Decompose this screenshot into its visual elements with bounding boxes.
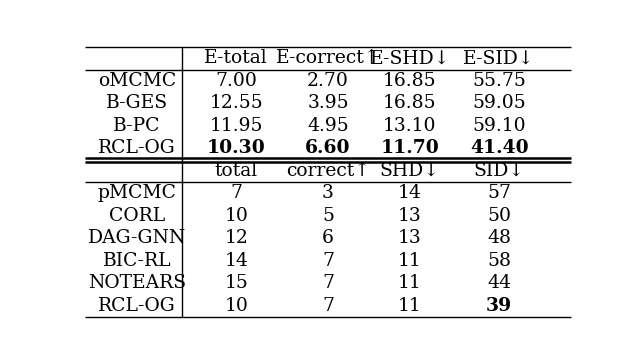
- Text: 16.85: 16.85: [383, 72, 436, 90]
- Text: 10: 10: [224, 207, 248, 225]
- Text: 11: 11: [398, 275, 422, 292]
- Text: 12: 12: [224, 229, 248, 247]
- Text: E-SID↓: E-SID↓: [463, 49, 535, 67]
- Text: 11.95: 11.95: [209, 117, 263, 135]
- Text: E-total: E-total: [204, 49, 268, 67]
- Text: 16.85: 16.85: [383, 95, 436, 112]
- Text: 14: 14: [398, 184, 422, 202]
- Text: 7.00: 7.00: [215, 72, 257, 90]
- Text: 41.40: 41.40: [470, 139, 529, 158]
- Text: 11.70: 11.70: [380, 139, 439, 158]
- Text: 58: 58: [487, 252, 511, 270]
- Text: BIC-RL: BIC-RL: [103, 252, 172, 270]
- Text: 7: 7: [322, 275, 334, 292]
- Text: RCL-OG: RCL-OG: [98, 139, 176, 158]
- Text: 48: 48: [487, 229, 511, 247]
- Text: 2.70: 2.70: [307, 72, 349, 90]
- Text: 7: 7: [322, 252, 334, 270]
- Text: 13: 13: [398, 207, 422, 225]
- Text: 4.95: 4.95: [307, 117, 349, 135]
- Text: 13.10: 13.10: [383, 117, 436, 135]
- Text: 14: 14: [224, 252, 248, 270]
- Text: oMCMC: oMCMC: [98, 72, 176, 90]
- Text: 6.60: 6.60: [305, 139, 351, 158]
- Text: 15: 15: [224, 275, 248, 292]
- Text: NOTEARS: NOTEARS: [88, 275, 186, 292]
- Text: 10.30: 10.30: [207, 139, 266, 158]
- Text: 7: 7: [230, 184, 243, 202]
- Text: 59.10: 59.10: [472, 117, 526, 135]
- Text: CORL: CORL: [109, 207, 165, 225]
- Text: 10: 10: [224, 297, 248, 315]
- Text: 11: 11: [398, 252, 422, 270]
- Text: RCL-OG: RCL-OG: [98, 297, 176, 315]
- Text: 57: 57: [487, 184, 511, 202]
- Text: 50: 50: [487, 207, 511, 225]
- Text: DAG-GNN: DAG-GNN: [88, 229, 186, 247]
- Text: 12.55: 12.55: [209, 95, 263, 112]
- Text: E-SHD↓: E-SHD↓: [369, 49, 450, 67]
- Text: total: total: [214, 162, 258, 180]
- Text: correct↑: correct↑: [286, 162, 370, 180]
- Text: SID↓: SID↓: [474, 162, 525, 180]
- Text: 5: 5: [322, 207, 334, 225]
- Text: 39: 39: [486, 297, 512, 315]
- Text: 44: 44: [487, 275, 511, 292]
- Text: 3.95: 3.95: [307, 95, 349, 112]
- Text: B-PC: B-PC: [113, 117, 161, 135]
- Text: 13: 13: [398, 229, 422, 247]
- Text: E-correct↑: E-correct↑: [276, 49, 380, 67]
- Text: 11: 11: [398, 297, 422, 315]
- Text: SHD↓: SHD↓: [380, 162, 440, 180]
- Text: 59.05: 59.05: [472, 95, 526, 112]
- Text: pMCMC: pMCMC: [97, 184, 177, 202]
- Text: 7: 7: [322, 297, 334, 315]
- Text: B-GES: B-GES: [106, 95, 168, 112]
- Text: 6: 6: [322, 229, 334, 247]
- Text: 3: 3: [322, 184, 334, 202]
- Text: 55.75: 55.75: [472, 72, 526, 90]
